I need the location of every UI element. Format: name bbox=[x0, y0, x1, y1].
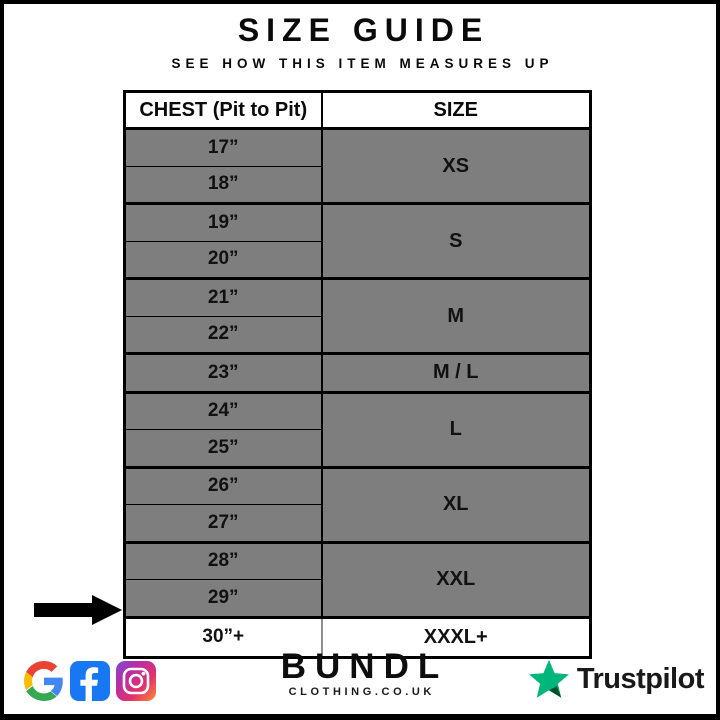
table-row: 29” bbox=[124, 579, 591, 618]
size-cell: XXXL+ bbox=[321, 615, 591, 658]
chest-cell: 22” bbox=[124, 315, 323, 354]
chest-cell: 18” bbox=[124, 165, 323, 204]
instagram-icon[interactable] bbox=[116, 661, 156, 701]
size-cell: XL bbox=[321, 465, 591, 543]
size-cell: XS bbox=[321, 127, 591, 204]
table-row: 21” M bbox=[124, 277, 591, 354]
google-icon[interactable] bbox=[24, 661, 64, 701]
chest-cell: 17” bbox=[124, 127, 323, 167]
page-title: SIZE GUIDE bbox=[237, 12, 490, 48]
brand-name: BUNDL bbox=[280, 647, 449, 686]
social-links bbox=[24, 661, 156, 701]
size-cell: M bbox=[321, 277, 591, 354]
table-row: 17” XS bbox=[124, 127, 591, 204]
size-cell: L bbox=[321, 390, 591, 468]
table-row: 26” XL bbox=[124, 465, 591, 543]
table-row: 25” bbox=[124, 429, 591, 468]
table-row-highlighted: 30”+ XXXL+ bbox=[124, 615, 591, 658]
column-header-chest: CHEST (Pit to Pit) bbox=[124, 91, 323, 130]
chest-cell: 24” bbox=[124, 390, 323, 430]
trustpilot-star-icon bbox=[528, 659, 569, 698]
brand-logo: BUNDL CLOTHING.CO.UK bbox=[4, 649, 716, 698]
chest-cell: 27” bbox=[124, 504, 323, 543]
chest-cell: 29” bbox=[124, 579, 323, 618]
table-row: 23” M / L bbox=[124, 352, 591, 393]
trustpilot-label: Trustpilot bbox=[576, 662, 705, 695]
column-header-size: SIZE bbox=[321, 91, 591, 130]
chest-cell: 19” bbox=[124, 202, 323, 242]
size-cell: S bbox=[321, 202, 591, 279]
chest-cell: 28” bbox=[124, 540, 323, 580]
table-row: 19” S bbox=[124, 202, 591, 279]
size-cell: XXL bbox=[321, 540, 591, 618]
table-row: 24” L bbox=[124, 390, 591, 468]
facebook-icon[interactable] bbox=[70, 661, 110, 701]
table-row: 28” XXL bbox=[124, 540, 591, 618]
chest-cell: 21” bbox=[124, 277, 323, 317]
chest-cell: 20” bbox=[124, 240, 323, 279]
table-row: 27” bbox=[124, 504, 591, 543]
chest-cell: 25” bbox=[124, 429, 323, 468]
chest-cell: 30”+ bbox=[124, 615, 323, 658]
page-subtitle: SEE HOW THIS ITEM MEASURES UP bbox=[171, 56, 554, 71]
size-cell: M / L bbox=[321, 352, 591, 393]
size-guide-table: CHEST (Pit to Pit) SIZE 17” XS 18” 19” S… bbox=[123, 90, 592, 659]
chest-cell: 23” bbox=[124, 352, 323, 393]
trustpilot-logo[interactable]: Trustpilot bbox=[528, 659, 705, 699]
table-row: 18” bbox=[124, 165, 591, 204]
table-row: 20” bbox=[124, 240, 591, 279]
table-header-row: CHEST (Pit to Pit) SIZE bbox=[124, 91, 591, 130]
chest-cell: 26” bbox=[124, 465, 323, 505]
highlight-arrow-icon bbox=[34, 595, 122, 625]
brand-domain: CLOTHING.CO.UK bbox=[288, 686, 435, 698]
